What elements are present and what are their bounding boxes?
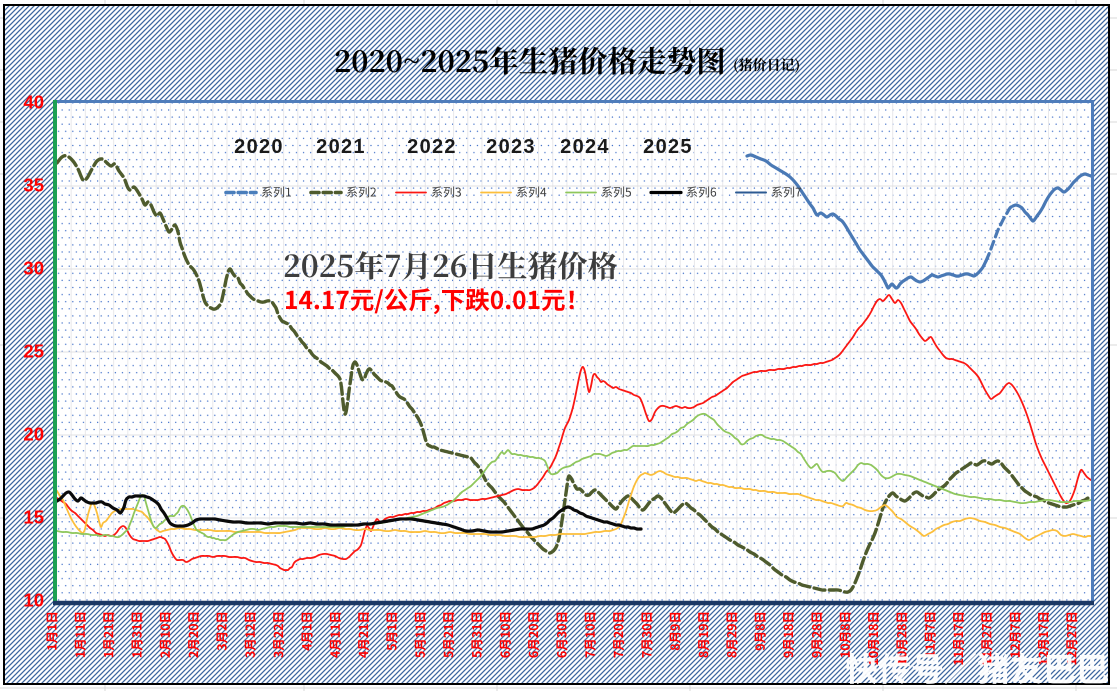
svg-text:2024: 2024 — [560, 136, 610, 158]
svg-text:10: 10 — [23, 590, 44, 611]
svg-text:2021: 2021 — [316, 136, 366, 158]
svg-text:40: 40 — [23, 92, 44, 113]
svg-text:2022: 2022 — [407, 136, 457, 158]
svg-text:35: 35 — [23, 175, 44, 196]
svg-text:30: 30 — [23, 258, 44, 279]
svg-text:15: 15 — [23, 507, 44, 528]
svg-text:2025: 2025 — [643, 136, 693, 158]
svg-text:20: 20 — [23, 424, 44, 445]
svg-text:25: 25 — [23, 341, 44, 362]
svg-text:2023: 2023 — [486, 136, 536, 158]
svg-text:2020: 2020 — [234, 136, 284, 158]
